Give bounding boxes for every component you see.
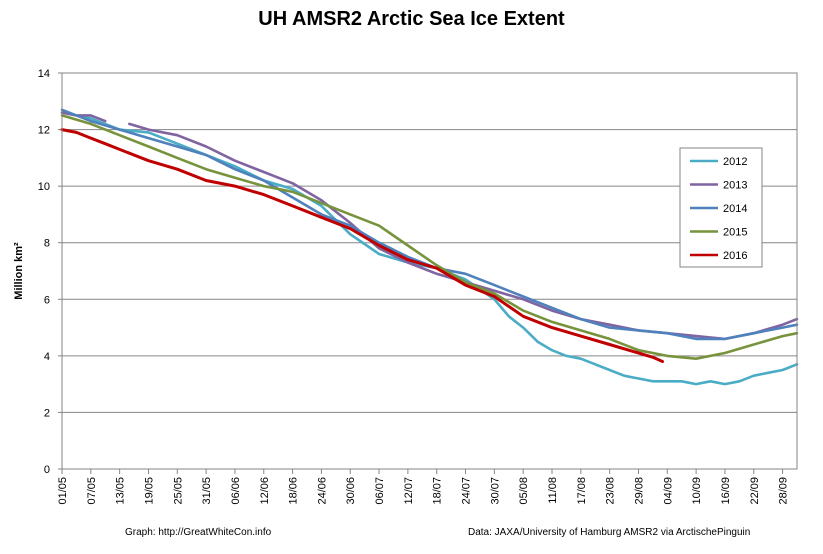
x-tick-label: 24/06: [316, 477, 328, 505]
x-tick-label: 30/06: [345, 477, 357, 505]
y-tick-label: 12: [38, 125, 50, 137]
x-tick-label: 18/06: [288, 477, 300, 505]
y-tick-label: 10: [38, 181, 50, 193]
x-tick-label: 05/08: [518, 477, 530, 505]
x-tick-label: 11/08: [547, 477, 559, 504]
footer-source-graph: Graph: http://GreatWhiteCon.info: [125, 527, 272, 538]
x-tick-label: 12/06: [259, 477, 271, 505]
x-tick-label: 22/09: [749, 477, 761, 505]
y-tick-label: 0: [44, 464, 50, 476]
series-line-2015: [60, 114, 799, 360]
y-tick-label: 2: [44, 407, 50, 419]
series-line-2016: [60, 128, 664, 363]
y-tick-label: 8: [44, 238, 50, 250]
x-tick-label: 31/05: [201, 477, 213, 505]
series-line-2012: [60, 111, 799, 386]
legend-label-2013: 2013: [723, 180, 747, 192]
x-tick-label: 28/09: [778, 477, 790, 505]
x-tick-label: 19/05: [143, 477, 155, 505]
x-tick-label: 29/08: [633, 477, 645, 505]
x-tick-label: 01/05: [57, 477, 69, 505]
x-tick-label: 16/09: [720, 477, 732, 505]
x-tick-label: 23/08: [605, 477, 617, 505]
legend-label-2014: 2014: [723, 203, 747, 215]
x-tick-label: 13/05: [115, 477, 127, 505]
x-tick-label: 07/05: [86, 477, 98, 505]
x-tick-label: 18/07: [432, 477, 444, 505]
y-tick-label: 14: [38, 68, 50, 80]
legend: 2012 2013 2014 2015 2016: [679, 147, 763, 268]
x-tick-label: 30/07: [489, 477, 501, 505]
chart-title: UH AMSR2 Arctic Sea Ice Extent: [258, 8, 565, 30]
plot-area-border: [61, 72, 798, 470]
x-tick-label: 10/09: [691, 477, 703, 505]
legend-label-2015: 2015: [723, 227, 747, 239]
x-axis-ticks: 01/05 07/05 13/05 19/05 25/05 31/05 06/06 12/06…: [57, 469, 790, 505]
y-tick-label: 6: [44, 294, 50, 306]
legend-label-2016: 2016: [723, 250, 747, 262]
x-tick-label: 12/07: [403, 477, 415, 505]
x-tick-label: 24/07: [461, 477, 473, 505]
x-tick-label: 17/08: [576, 477, 588, 505]
y-axis-label: Million km²: [13, 242, 25, 300]
legend-label-2012: 2012: [723, 156, 747, 168]
x-tick-label: 06/06: [230, 477, 242, 505]
x-tick-label: 06/07: [374, 477, 386, 505]
y-tick-label: 4: [44, 351, 50, 363]
y-axis-ticks: 0 2 4 6 8 10 12 14: [38, 68, 62, 476]
x-tick-label: 25/05: [172, 477, 184, 505]
series-lines: [60, 108, 799, 386]
x-tick-label: 04/09: [662, 477, 674, 505]
footer-source-data: Data: JAXA/University of Hamburg AMSR2 v…: [468, 527, 751, 538]
